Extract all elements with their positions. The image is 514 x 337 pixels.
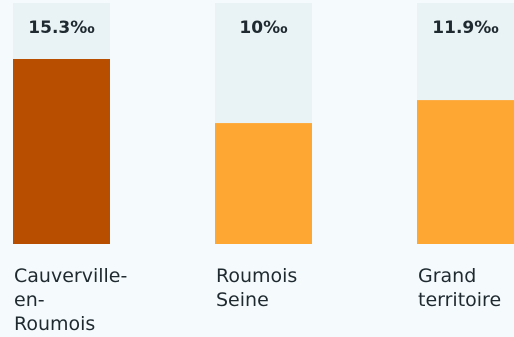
bar-value-label: 10‰: [239, 18, 288, 38]
category-label: Seine: [216, 289, 269, 311]
category-label: territoire: [418, 289, 501, 311]
bar: [417, 100, 514, 244]
bar-value-label: 15.3‰: [28, 18, 95, 38]
bar: [215, 123, 312, 244]
category-label: en-: [14, 289, 45, 311]
category-label: Grand: [418, 265, 476, 287]
category-label: Cauverville-: [14, 265, 127, 287]
category-label: Roumois: [14, 313, 95, 335]
category-label: Roumois: [216, 265, 297, 287]
bar-value-label: 11.9‰: [432, 18, 499, 38]
bar: [13, 59, 110, 244]
